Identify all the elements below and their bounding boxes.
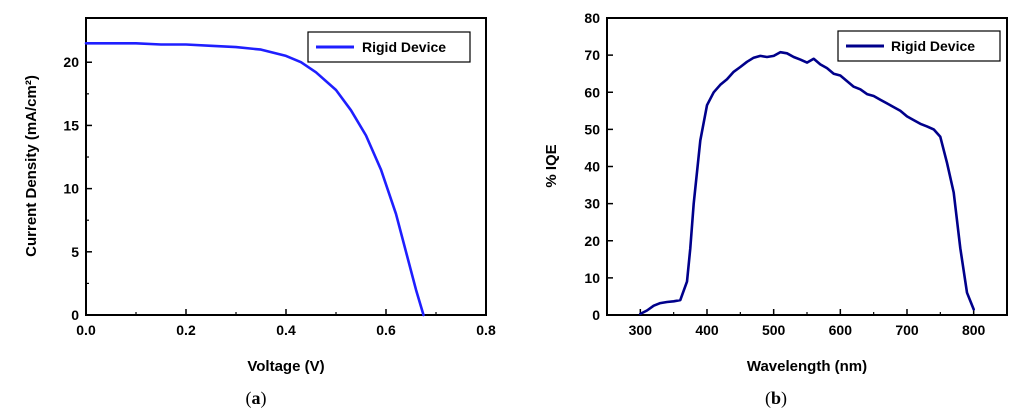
panel-b-label: (b): [765, 388, 787, 409]
y-tick-label: 10: [63, 181, 79, 197]
y-tick-label: 20: [584, 233, 600, 249]
panel-a-x-ticks: 0.0 0.2 0.4 0.6 0.8: [76, 309, 496, 338]
panel-b-x-ticks: 300 400 500 600 700 800: [606, 309, 1008, 338]
panel-a-series-group: [84, 41, 425, 317]
panel-b-letter: b: [771, 388, 781, 408]
y-tick-label: 20: [63, 54, 79, 70]
panel-a-legend-label: Rigid Device: [362, 39, 446, 55]
x-tick-label: 300: [629, 322, 653, 338]
x-tick-label: 0.6: [376, 322, 396, 338]
x-tick-label: 400: [695, 322, 719, 338]
panel-b-y-axis-title: % IQE: [543, 144, 560, 187]
x-tick-label: 700: [895, 322, 919, 338]
y-tick-label: 0: [71, 307, 79, 323]
x-tick-label: 600: [829, 322, 853, 338]
series-line-rigid-device: [84, 41, 425, 317]
panel-b-legend: Rigid Device: [837, 30, 1001, 62]
panel-a-chart: 0.0 0.2 0.4 0.6 0.8 0 5 10 15 20 Voltage (V) Cur…: [23, 17, 496, 409]
y-tick-label: 50: [584, 121, 600, 137]
x-tick-label: 500: [762, 322, 786, 338]
x-tick-label: 0.2: [176, 322, 196, 338]
panel-b-chart: 300 400 500 600 700 800 0 10 20 30 40 50 60 70 80 Wav…: [543, 10, 1008, 409]
series-line-rigid-device: [638, 50, 976, 316]
panel-a-legend: Rigid Device: [307, 31, 471, 63]
y-tick-label: 15: [63, 117, 79, 133]
panel-a-legend-box: [307, 31, 471, 63]
y-tick-label: 0: [592, 307, 600, 323]
x-tick-label: 0.0: [76, 322, 96, 338]
panel-a-y-axis-title: Current Density (mA/cm²): [23, 75, 40, 257]
y-tick-label: 70: [584, 47, 600, 63]
y-tick-label: 80: [584, 10, 600, 26]
panel-a-x-axis-title: Voltage (V): [247, 358, 324, 375]
x-tick-label: 800: [962, 322, 986, 338]
panel-b-series-group: [638, 50, 976, 316]
y-tick-label: 10: [584, 270, 600, 286]
x-tick-label: 0.8: [476, 322, 496, 338]
y-tick-label: 60: [584, 84, 600, 100]
y-tick-label: 40: [584, 159, 600, 175]
panel-a-y-ticks: 0 5 10 15 20: [63, 54, 92, 323]
panel-b-y-ticks: 0 10 20 30 40 50 60 70 80: [584, 10, 613, 323]
panel-b-x-axis-title: Wavelength (nm): [747, 358, 867, 375]
x-tick-label: 0.4: [276, 322, 296, 338]
y-tick-label: 5: [71, 244, 79, 260]
panel-a-letter: a: [252, 388, 261, 408]
y-tick-label: 30: [584, 196, 600, 212]
panel-b-legend-label: Rigid Device: [891, 38, 975, 54]
panel-a-label: (a): [246, 388, 267, 409]
